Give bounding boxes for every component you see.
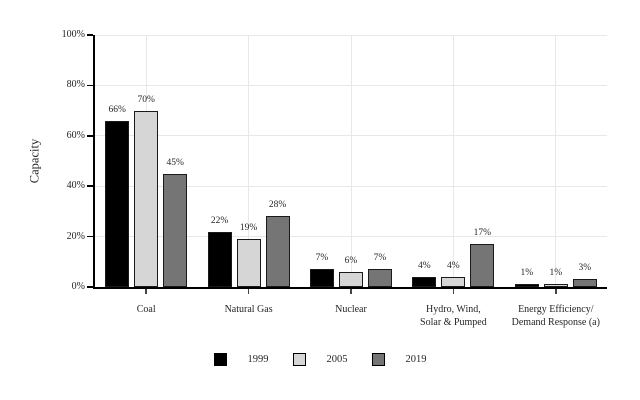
- bar-value-label: 17%: [473, 228, 492, 239]
- x-category-label: Hydro, Wind, Solar & Pumped: [420, 304, 487, 328]
- bar-value-label: 3%: [578, 263, 592, 274]
- legend-label: 2005: [326, 354, 348, 365]
- y-tick: [87, 135, 93, 137]
- legend-swatch: [371, 353, 385, 366]
- x-category-label: Nuclear: [335, 304, 367, 315]
- bar-value-label: 66%: [108, 104, 126, 115]
- x-tick: [350, 289, 352, 294]
- y-tick: [87, 34, 93, 36]
- bar-1999: [105, 120, 130, 287]
- x-tick: [452, 289, 455, 294]
- x-tick: [555, 289, 557, 294]
- bar-2005: [543, 284, 568, 287]
- bar-value-label: 1%: [520, 268, 534, 279]
- bar-2005: [134, 110, 159, 287]
- bar-value-label: 45%: [166, 157, 184, 168]
- y-tick-label: 0%: [71, 281, 85, 292]
- bar-value-label: 7%: [315, 253, 329, 264]
- bar-value-label: 70%: [137, 94, 155, 105]
- x-category-label: Natural Gas: [224, 304, 273, 315]
- bar-value-label: 6%: [344, 255, 358, 266]
- y-tick-label: 40%: [66, 180, 85, 192]
- legend-label: 1999: [247, 354, 269, 365]
- bar-2005: [441, 276, 466, 287]
- y-tick: [87, 84, 93, 87]
- legend-label: 2019: [405, 354, 427, 365]
- bar-value-label: 1%: [549, 268, 563, 279]
- bar-1999: [310, 269, 334, 287]
- bar-2019: [368, 269, 392, 287]
- bar-1999: [412, 276, 437, 287]
- bar-value-label: 28%: [268, 200, 287, 211]
- legend-item-1999: 1999: [213, 353, 269, 366]
- x-tick: [145, 289, 147, 294]
- legend-swatch: [292, 353, 306, 366]
- y-tick: [87, 185, 93, 187]
- plot-area: 66% 22% 7% 4% 1% 70% 19% 6% 4% 1% 45% 28% 7% 17% 3%: [93, 34, 607, 289]
- x-category-label: Coal: [136, 304, 156, 315]
- bar-2019: [163, 173, 188, 287]
- x-gridline: [248, 35, 250, 287]
- y-axis-title: Capacity: [27, 138, 42, 184]
- bar-value-label: 7%: [373, 253, 387, 264]
- x-category-label: Energy Efficiency/Demand Response (a): [511, 304, 600, 328]
- legend-item-2019: 2019: [371, 353, 427, 366]
- legend-swatch: [213, 353, 227, 366]
- bar-2019: [470, 244, 495, 287]
- bar-value-label: 22%: [210, 215, 229, 226]
- y-tick-label: 100%: [61, 29, 85, 40]
- legend: 1999 2005 2019: [0, 353, 640, 366]
- y-tick-label: 60%: [66, 129, 85, 141]
- bar-1999: [207, 231, 232, 287]
- x-gridline: [452, 35, 454, 287]
- legend-item-2005: 2005: [292, 353, 348, 366]
- bar-value-label: 4%: [418, 260, 431, 271]
- y-tick: [87, 286, 93, 288]
- x-gridline: [555, 35, 557, 287]
- bar-value-label: 19%: [239, 223, 258, 234]
- bar-value-label: 4%: [447, 260, 460, 271]
- bar-2019: [265, 216, 290, 287]
- x-tick: [247, 289, 250, 294]
- bar-2005: [339, 271, 363, 287]
- y-tick-label: 20%: [66, 230, 85, 242]
- bar-2019: [572, 279, 597, 287]
- bar-2005: [236, 239, 261, 287]
- bar-1999: [514, 284, 539, 287]
- x-gridline: [350, 35, 352, 287]
- y-tick: [87, 235, 93, 238]
- y-tick-label: 80%: [66, 79, 85, 91]
